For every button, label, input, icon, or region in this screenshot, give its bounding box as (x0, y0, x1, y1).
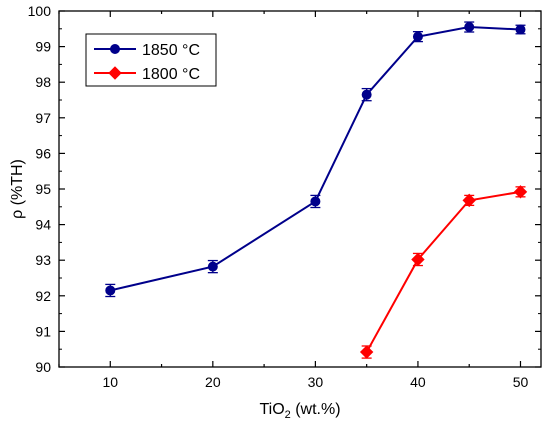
y-tick-label: 93 (35, 252, 51, 268)
y-tick-label: 98 (35, 74, 51, 90)
data-point (464, 22, 475, 33)
x-axis: 10 20 30 40 50 (58, 11, 529, 390)
x-axis-label-subscript: 2 (285, 409, 291, 421)
legend-marker (110, 44, 120, 54)
data-point (105, 285, 116, 296)
y-tick-label: 97 (35, 110, 51, 126)
legend: 1850 °C 1800 °C (85, 33, 217, 87)
series-line (365, 190, 521, 353)
data-point (515, 24, 526, 35)
y-tick-label: 96 (35, 145, 51, 161)
y-tick-label: 90 (35, 359, 51, 375)
y-tick-label: 94 (35, 217, 51, 233)
data-point (361, 89, 372, 100)
legend-label: 1850 °C (142, 42, 200, 59)
x-tick-label: 30 (308, 374, 324, 390)
y-axis-label: ρ (%TH) (9, 159, 26, 219)
y-tick-label: 95 (35, 181, 51, 197)
legend-marker (108, 66, 122, 80)
y-tick-label: 100 (28, 3, 52, 19)
data-point (310, 196, 321, 207)
data-point (359, 345, 374, 359)
series-layer (105, 21, 528, 359)
data-point (411, 252, 425, 267)
data-point (412, 31, 423, 42)
legend-label: 1800 °C (142, 66, 200, 83)
series-1 (105, 21, 526, 298)
data-point (207, 261, 218, 272)
x-tick-label: 10 (102, 374, 118, 390)
y-tick-label: 99 (35, 39, 51, 55)
y-axis: 90 91 92 93 94 95 96 97 98 99 100 (28, 3, 541, 375)
x-axis-label-unit: (wt.%) (291, 401, 341, 418)
x-axis-label-base: TiO (259, 401, 284, 418)
y-tick-label: 91 (35, 323, 51, 339)
y-tick-label: 92 (35, 288, 51, 304)
x-tick-label: 20 (205, 374, 221, 390)
x-tick-label: 50 (513, 374, 529, 390)
x-tick-label: 40 (410, 374, 426, 390)
legend-box (85, 33, 217, 87)
data-point (513, 185, 528, 199)
x-axis-label: TiO2 (wt.%) (259, 401, 340, 421)
series-2 (359, 185, 528, 359)
data-point (462, 193, 476, 208)
